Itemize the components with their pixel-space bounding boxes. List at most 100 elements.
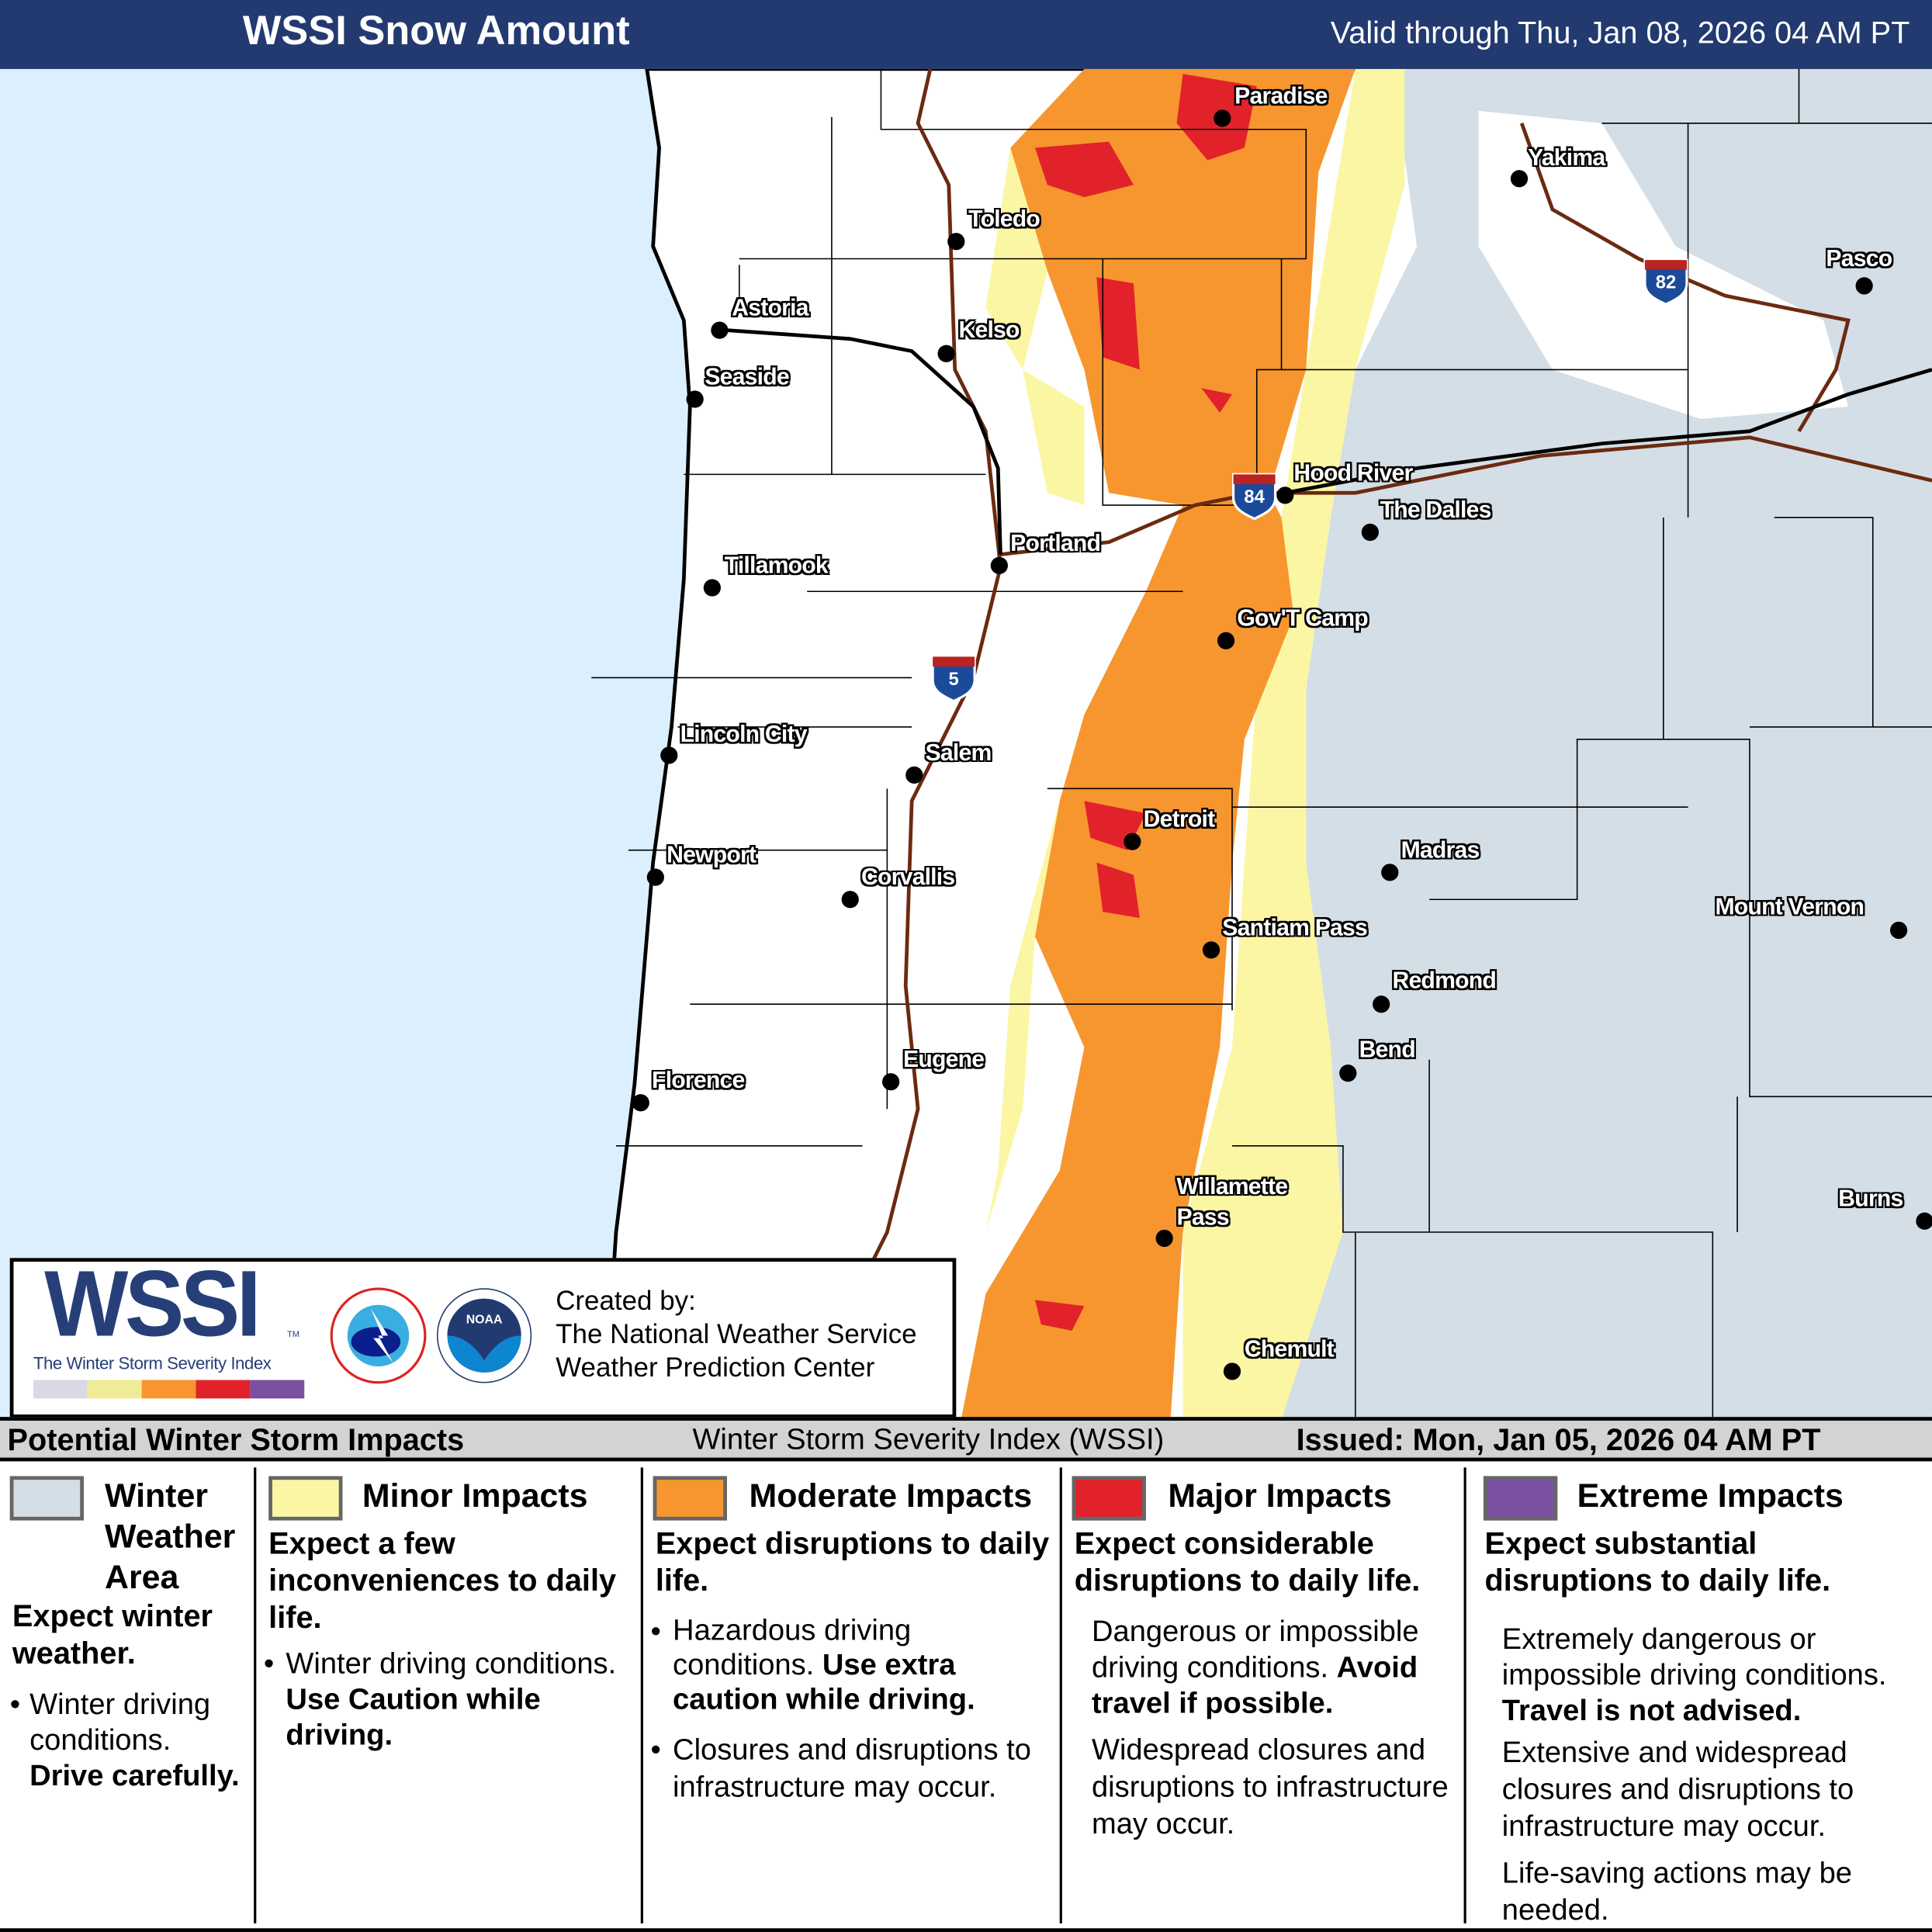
credit-org-nws: The National Weather Service — [556, 1318, 917, 1349]
city-marker — [1214, 109, 1231, 127]
detail-text: Winter driving conditions. — [286, 1647, 617, 1681]
header-bar: WSSI Snow Amount Valid through Thu, Jan … — [0, 0, 1932, 69]
map-title: WSSI Snow Amount — [242, 7, 630, 54]
bullet: • — [9, 1688, 21, 1722]
city-marker — [905, 766, 923, 784]
city-marker — [1361, 523, 1379, 542]
wssi-tagline: The Winter Storm Severity Index — [33, 1352, 272, 1373]
legend-title: Potential Winter Storm Impacts — [7, 1423, 465, 1458]
city-label: Detroit — [1143, 807, 1215, 833]
category-detail: Winter driving conditions. Use Caution w… — [286, 1646, 643, 1754]
major-impact-areas — [1034, 74, 1257, 1331]
detail-advice: Use Caution while driving. — [286, 1683, 541, 1753]
minor-impact-edge — [985, 147, 1085, 1233]
category-summary: Expect substantial disruptions to daily … — [1484, 1526, 1831, 1598]
city-label: Kelso — [958, 317, 1020, 345]
credit-org-wpc: Weather Prediction Center — [556, 1352, 875, 1383]
legend-swatch — [268, 1476, 343, 1521]
city-marker — [1202, 941, 1220, 959]
category-detail: Extensive and widespread closures and di… — [1501, 1736, 1854, 1844]
detail-advice: Drive carefully. — [29, 1759, 240, 1793]
city-label: Eugene — [903, 1047, 985, 1074]
category-detail: Life-saving actions may be needed. — [1501, 1857, 1853, 1927]
city-marker — [1855, 277, 1873, 295]
city-label: Yakima — [1528, 145, 1605, 171]
svg-text:NOAA: NOAA — [466, 1314, 503, 1327]
detail-advice: Use extra caution while driving. — [673, 1648, 975, 1717]
divider — [1059, 1467, 1062, 1923]
city-label: Gov'T Camp — [1237, 606, 1368, 632]
city-label: Portland — [1010, 531, 1101, 557]
wssi-color-scale — [33, 1380, 305, 1399]
scale-swatch — [196, 1380, 251, 1399]
category-detail: Dangerous or impossible driving conditio… — [1092, 1614, 1461, 1721]
legend-swatch — [653, 1476, 727, 1521]
detail-text: Extremely dangerous or impossible drivin… — [1501, 1622, 1887, 1692]
legend-extreme-impacts: Extreme Impacts Expect substantial disru… — [1466, 1461, 1932, 1927]
city-marker — [1223, 1362, 1241, 1380]
city-marker — [990, 556, 1008, 575]
city-marker — [1155, 1229, 1173, 1248]
city-label: Madras — [1401, 837, 1480, 864]
city-label: Santiam Pass — [1222, 915, 1368, 942]
bullet: • — [650, 1615, 661, 1649]
city-label: Pasco — [1826, 246, 1892, 272]
city-label: The Dalles — [1380, 497, 1492, 524]
interstate-number: 82 — [1655, 272, 1677, 293]
interstate-shield-icon — [1232, 473, 1277, 521]
city-marker — [660, 746, 678, 764]
city-label: Burns — [1838, 1186, 1903, 1213]
category-detail: Widespread closures and disruptions to i… — [1091, 1733, 1449, 1841]
city-label: Toledo — [968, 206, 1040, 234]
category-detail: Extremely dangerous or impossible drivin… — [1502, 1622, 1927, 1729]
category-detail: Hazardous driving conditions. Use extra … — [673, 1614, 1030, 1717]
category-name: Minor Impacts — [362, 1477, 588, 1515]
city-marker — [882, 1073, 900, 1091]
category-summary: Expect disruptions to daily life. — [655, 1526, 1050, 1598]
city-label: Mount Vernon — [1715, 894, 1864, 921]
scale-swatch — [250, 1380, 305, 1399]
category-name: Winter Weather Area — [104, 1477, 236, 1596]
detail-text: Winter driving conditions. — [29, 1688, 211, 1757]
interstate-number: 5 — [948, 669, 959, 691]
legend-major-impacts: Major Impacts Expect considerable disrup… — [1062, 1461, 1464, 1924]
category-name: Moderate Impacts — [749, 1477, 1033, 1515]
interstate-shield-icon — [931, 655, 976, 703]
category-name: Extreme Impacts — [1577, 1477, 1844, 1515]
index-name: Winter Storm Severity Index (WSSI) — [692, 1423, 1165, 1457]
city-marker — [632, 1094, 649, 1112]
divider — [1463, 1467, 1466, 1923]
nws-logo-icon — [330, 1287, 427, 1384]
city-label: Florence — [652, 1068, 745, 1095]
category-name: Major Impacts — [1168, 1477, 1392, 1515]
interstate-highways — [860, 68, 1932, 1283]
minor-impact-area — [1182, 68, 1405, 1420]
legend-swatch — [1483, 1476, 1558, 1521]
bullet: • — [263, 1647, 275, 1681]
detail-advice: Avoid travel if possible. — [1091, 1650, 1418, 1720]
city-marker — [646, 868, 664, 886]
legend-swatch — [9, 1476, 84, 1521]
city-label: Paradise — [1234, 83, 1328, 110]
detail-text: Hazardous driving conditions. — [673, 1614, 912, 1682]
detail-advice: Travel is not advised. — [1501, 1694, 1802, 1728]
city-marker — [1276, 486, 1294, 504]
city-marker — [1916, 1212, 1932, 1230]
map-canvas — [0, 68, 1932, 1420]
city-label: Chemult — [1244, 1336, 1335, 1363]
divider — [254, 1467, 257, 1923]
issued-time: Issued: Mon, Jan 05, 2026 04 AM PT — [1296, 1423, 1821, 1458]
noaa-logo-icon: NOAA — [436, 1288, 532, 1383]
scale-swatch — [87, 1380, 142, 1399]
legend-moderate-impacts: Moderate Impacts Expect disruptions to d… — [643, 1461, 1060, 1924]
city-label: Bend — [1359, 1037, 1416, 1064]
city-label: Pass — [1176, 1205, 1230, 1231]
legend-swatch — [1072, 1476, 1146, 1521]
interstate-82-shield: 82 — [1641, 256, 1691, 306]
category-detail: Winter driving conditions. Drive carefull… — [29, 1687, 258, 1794]
category-detail: Closures and disruptions to infrastructu… — [673, 1733, 1031, 1804]
city-marker — [686, 390, 704, 408]
city-marker — [1124, 833, 1141, 850]
city-marker — [841, 891, 859, 909]
city-marker — [947, 233, 965, 251]
